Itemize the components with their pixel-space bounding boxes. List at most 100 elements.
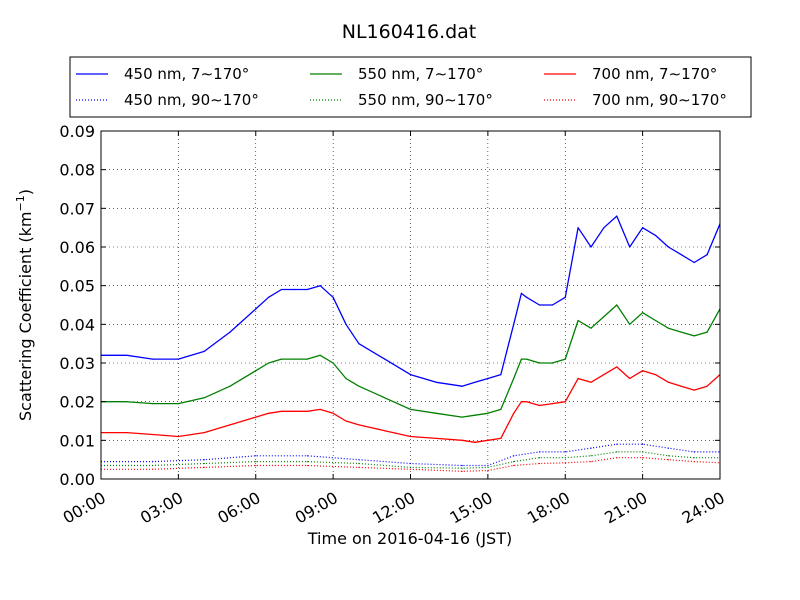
data-point (513, 455, 515, 457)
data-point (203, 432, 205, 434)
data-point (461, 385, 463, 387)
legend-label: 550 nm, 7∼170° (358, 65, 483, 83)
data-point (229, 424, 231, 426)
data-point (526, 296, 528, 298)
data-point (461, 416, 463, 418)
series-line-700-nm-90-170 (101, 457, 720, 472)
data-point (538, 451, 541, 453)
data-point (345, 377, 347, 380)
x-axis-label: Time on 2016-04-16 (JST) (307, 529, 512, 548)
data-point (203, 459, 205, 461)
data-point (409, 466, 412, 468)
legend-label: 450 nm, 7∼170° (124, 65, 249, 83)
data-point (564, 296, 566, 298)
data-point (590, 447, 592, 449)
y-tick-label: 0.00 (59, 470, 95, 489)
data-point (319, 408, 321, 410)
data-point (487, 469, 489, 472)
series-line-700-nm-7-170 (101, 366, 720, 443)
data-point (564, 462, 566, 464)
data-point (293, 358, 295, 360)
data-point (319, 285, 321, 287)
data-point (538, 462, 541, 465)
data-point (590, 327, 592, 329)
data-point (629, 323, 631, 325)
data-point (538, 457, 541, 459)
series-group (101, 215, 720, 472)
data-point (487, 412, 489, 414)
data-point (255, 455, 257, 457)
data-point (577, 319, 579, 322)
data-point (474, 381, 476, 383)
data-point (520, 358, 523, 360)
data-point (616, 304, 618, 306)
data-point (203, 350, 205, 352)
data-point (268, 296, 270, 298)
data-point (680, 254, 682, 256)
data-point (152, 433, 154, 436)
data-point (693, 335, 695, 337)
data-point (203, 466, 205, 468)
data-point (229, 385, 231, 387)
y-tick-label: 0.03 (59, 354, 95, 373)
data-point (629, 246, 631, 248)
data-point (526, 358, 528, 360)
data-point (654, 234, 657, 236)
data-point (551, 403, 554, 405)
data-point (520, 292, 523, 294)
data-point (693, 261, 695, 264)
legend-label: 450 nm, 90∼170° (124, 91, 259, 109)
y-tick-label: 0.02 (59, 393, 95, 412)
data-point (306, 288, 308, 291)
y-axis-label-tail: ) (16, 189, 35, 195)
data-point (255, 370, 257, 372)
data-point (564, 401, 566, 403)
legend-label: 700 nm, 90∼170° (592, 91, 727, 109)
data-point (487, 466, 489, 468)
data-point (551, 304, 554, 306)
data-point (384, 397, 386, 399)
data-point (642, 457, 644, 459)
data-point (306, 464, 308, 467)
data-point (409, 435, 412, 438)
data-point (152, 461, 154, 463)
data-point (564, 358, 566, 360)
data-point (177, 358, 179, 360)
data-point (177, 435, 179, 438)
data-point (255, 416, 257, 418)
data-point (345, 323, 347, 325)
data-point (306, 358, 308, 360)
data-point (474, 414, 476, 416)
data-point (306, 410, 308, 412)
data-point (693, 461, 695, 463)
data-point (590, 461, 592, 463)
data-point (409, 408, 412, 410)
data-point (616, 366, 618, 368)
data-point (345, 420, 347, 422)
y-tick-label: 0.07 (59, 199, 95, 218)
data-point (268, 362, 270, 364)
data-point (654, 319, 657, 322)
data-point (177, 403, 179, 405)
y-axis-label-sup: −1 (14, 195, 27, 211)
data-point (280, 288, 283, 291)
data-point (513, 377, 515, 380)
legend-label: 700 nm, 7∼170° (592, 65, 717, 83)
y-axis-label-main: Scattering Coefficient (km (16, 211, 35, 421)
data-point (280, 410, 283, 412)
data-point (358, 462, 360, 465)
data-point (500, 437, 502, 439)
data-point (358, 385, 360, 387)
data-point (268, 412, 270, 414)
data-point (538, 404, 541, 407)
data-point (564, 457, 566, 459)
data-point (667, 447, 670, 449)
data-point (513, 323, 515, 325)
data-point (358, 424, 360, 426)
data-point (603, 374, 605, 376)
data-point (642, 451, 644, 453)
y-tick-label: 0.01 (59, 431, 95, 450)
data-point (680, 331, 682, 333)
data-point (487, 464, 489, 467)
